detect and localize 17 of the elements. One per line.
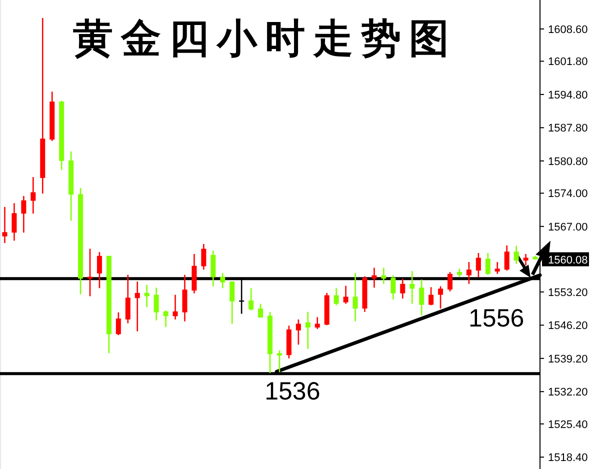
y-tick-label: 1518.40 [548, 452, 588, 464]
y-tick-label: 1601.80 [548, 56, 588, 68]
y-tick-label: 1546.20 [548, 320, 588, 332]
y-tick-label: 1553.20 [548, 286, 588, 299]
y-tick-label: 1525.40 [548, 418, 588, 431]
legend-label: 1556 [468, 304, 524, 333]
y-tick-label: 1587.80 [548, 122, 588, 135]
y-tick-label: 1608.60 [548, 24, 588, 36]
y-tick-label: 1594.80 [548, 89, 588, 102]
y-tick-label: 1539.20 [548, 353, 588, 366]
chart-title: 黄金四小时走势图 [73, 15, 457, 62]
y-tick-label: 1574.00 [548, 188, 588, 200]
ref-line-label: 1536 [264, 378, 320, 406]
y-tick-label: 1580.80 [548, 156, 588, 168]
y-tick-label: 1560.08 [548, 254, 588, 266]
y-tick-label: 1567.00 [548, 221, 588, 234]
y-tick-label: 1532.20 [548, 386, 588, 399]
